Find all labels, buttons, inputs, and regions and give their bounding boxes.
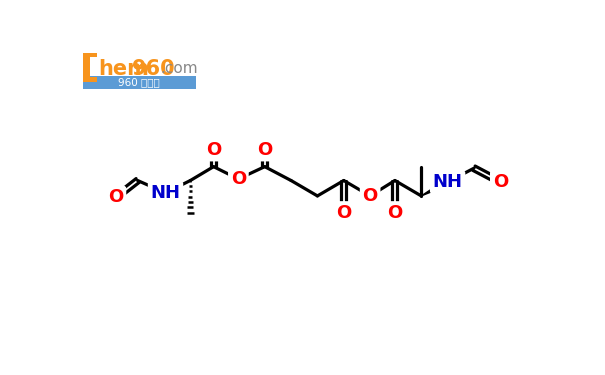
Text: 960: 960 — [131, 59, 175, 79]
Text: O: O — [492, 173, 508, 191]
Text: O: O — [206, 141, 221, 159]
Text: O: O — [387, 204, 402, 222]
Text: O: O — [362, 187, 378, 205]
Text: O: O — [231, 170, 246, 188]
Text: .com: .com — [161, 62, 198, 76]
Polygon shape — [83, 53, 97, 82]
Text: O: O — [257, 141, 272, 159]
Text: O: O — [336, 204, 352, 222]
Text: NH: NH — [433, 173, 463, 191]
Text: hem: hem — [98, 59, 149, 79]
FancyBboxPatch shape — [83, 76, 196, 89]
Text: NH: NH — [151, 184, 180, 202]
Polygon shape — [421, 179, 449, 196]
Text: 960 化工网: 960 化工网 — [119, 77, 160, 87]
Text: O: O — [108, 189, 123, 207]
